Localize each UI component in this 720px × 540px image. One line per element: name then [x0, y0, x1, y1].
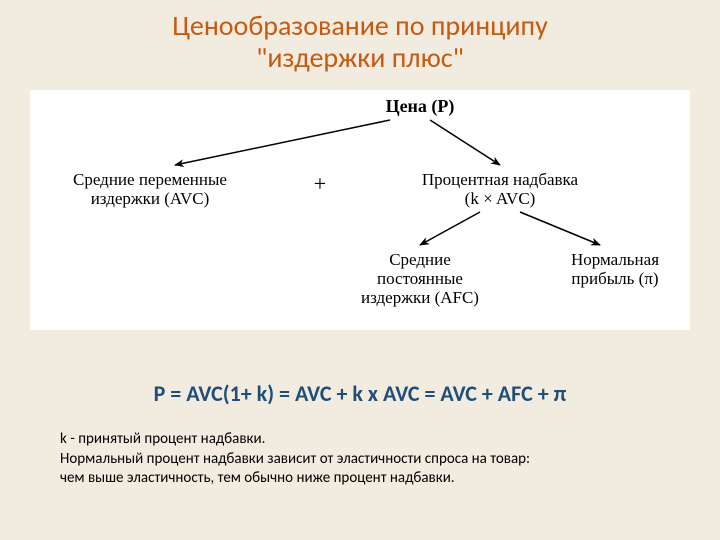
title-line-2: "издержки плюс": [256, 40, 464, 75]
node-avc: Средние переменные издержки (AVC): [30, 170, 270, 208]
diagram-arrow: [430, 120, 500, 165]
diagram-arrow: [175, 120, 390, 165]
diagram-arrow: [520, 212, 600, 245]
explain-line-2: Нормальный процент надбавки зависит от э…: [60, 450, 530, 468]
explanation-text: k - принятый процент надбавки. Нормальны…: [60, 430, 680, 489]
node-root-price: Цена (P): [360, 96, 480, 116]
explain-line-1: k - принятый процент надбавки.: [60, 430, 265, 448]
explain-line-3: чем выше эластичность, тем обычно ниже п…: [60, 469, 455, 487]
slide-title: Ценообразование по принципу "издержки пл…: [0, 10, 720, 74]
node-markup: Процентная надбавка (k × AVC): [370, 170, 630, 208]
node-plus-symbol: +: [300, 172, 340, 197]
node-normal-profit: Нормальная прибыль (π): [530, 250, 700, 288]
pricing-diagram: Цена (P) + Средние переменные издержки (…: [30, 90, 690, 330]
title-line-1: Ценообразование по принципу: [172, 8, 548, 43]
node-afc: Средние постоянные издержки (AFC): [330, 250, 510, 307]
price-formula: Р = AVC(1+ k) = AVC + k х AVC = AVC + AF…: [0, 380, 720, 407]
diagram-arrow: [420, 212, 480, 245]
